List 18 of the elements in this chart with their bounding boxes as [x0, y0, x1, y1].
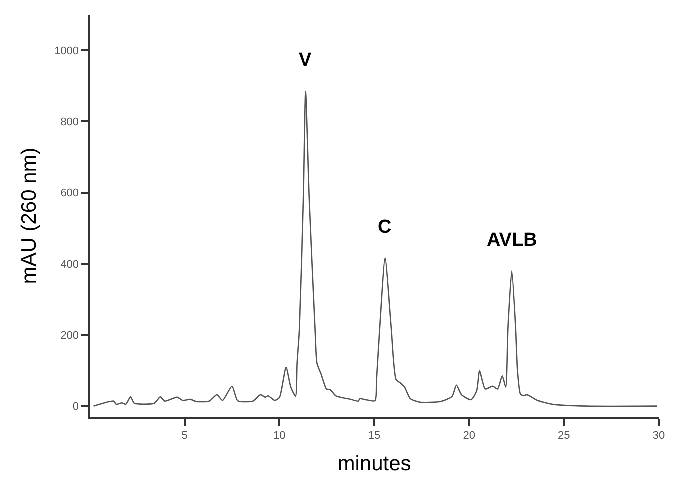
x-tick-label: 10 [274, 430, 286, 442]
x-tick-label: 25 [558, 430, 570, 442]
x-tick-label: 5 [182, 430, 188, 442]
y-tick-label: 400 [60, 258, 80, 271]
annotation: C [378, 217, 392, 238]
y-axis-title: mAU (260 nm) [18, 148, 42, 284]
x-tick-label: 30 [652, 430, 666, 442]
y-tick-label: 0 [72, 401, 80, 414]
x-tick-label: 20 [463, 430, 476, 442]
y-tick-label: 600 [60, 188, 80, 200]
y-tick-label: 200 [60, 330, 80, 342]
y-tick-label: 800 [60, 116, 80, 129]
x-tick-label: 15 [368, 430, 381, 442]
annotation: AVLB [487, 230, 538, 251]
annotation: V [299, 50, 312, 71]
y-tick-label: 1000 [54, 45, 80, 58]
x-axis-title: minutes [338, 452, 412, 476]
line-series [93, 90, 658, 408]
